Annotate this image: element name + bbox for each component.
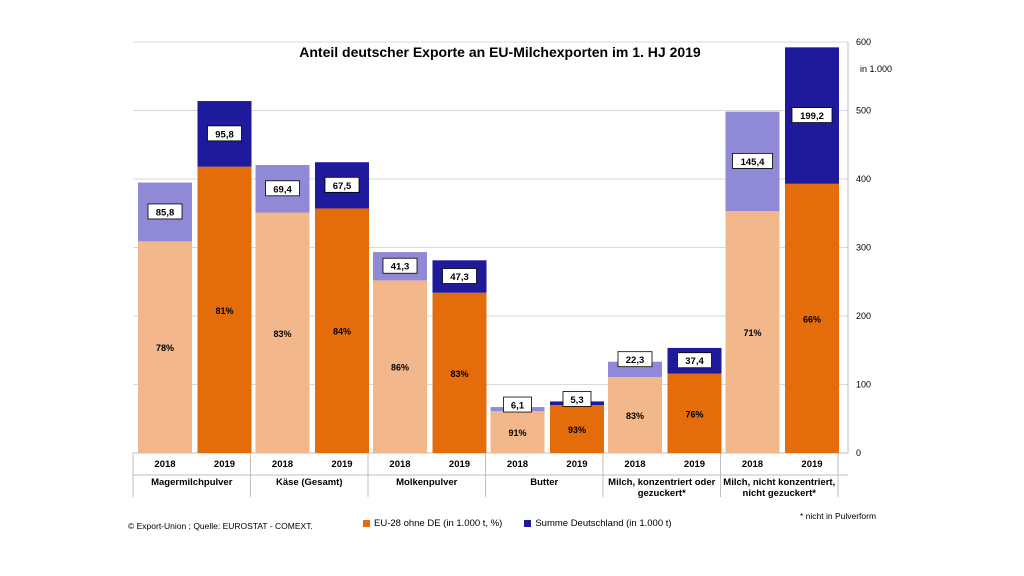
year-label: 2019	[684, 459, 705, 470]
percent-label: 78%	[156, 343, 174, 353]
percent-label: 91%	[508, 428, 526, 438]
value-label: 145,4	[741, 157, 765, 168]
value-label-box	[732, 152, 773, 169]
value-label: 85,8	[156, 207, 175, 218]
bar-eu-2019	[667, 373, 722, 453]
year-label: 2018	[507, 459, 528, 470]
y-tick-label: 200	[856, 311, 871, 321]
category-label: gezuckert*	[638, 488, 686, 499]
year-label: 2018	[624, 459, 645, 470]
legend-label-de: Summe Deutschland (in 1.000 t)	[535, 518, 672, 529]
value-label: 67,5	[333, 181, 352, 192]
percent-label: 66%	[803, 314, 821, 324]
value-label-box	[265, 180, 300, 197]
year-label: 2018	[389, 459, 410, 470]
value-label-box	[791, 107, 833, 123]
chart-title: Anteil deutscher Exporte an EU-Milchexpo…	[299, 44, 701, 60]
value-label: 22,3	[626, 355, 645, 366]
year-label: 2019	[566, 459, 587, 470]
year-label: 2018	[742, 459, 763, 470]
category-label: Milch, konzentriert oder	[608, 477, 715, 488]
y-tick-label: 100	[856, 380, 871, 390]
value-label: 69,4	[273, 184, 292, 195]
value-label-box	[503, 396, 532, 413]
percent-label: 93%	[568, 425, 586, 435]
year-label: 2019	[331, 459, 352, 470]
value-label-box	[324, 176, 360, 193]
value-label-box	[147, 203, 183, 220]
bar-eu-2018	[608, 376, 662, 453]
bar-eu-2018	[138, 241, 192, 453]
value-label-box	[562, 391, 592, 407]
legend: EU-28 ohne DE (in 1.000 t, %) Summe Deut…	[363, 518, 672, 529]
percent-label: 81%	[215, 306, 233, 316]
category-label: nicht gezuckert*	[743, 488, 817, 499]
source-note: © Export-Union ; Quelle: EUROSTAT - COME…	[128, 521, 313, 531]
value-label-box	[617, 351, 653, 368]
bar-eu-2018	[725, 211, 780, 453]
y-tick-label: 400	[856, 174, 871, 184]
bar-eu-2018	[373, 280, 427, 453]
bar-eu-2019	[785, 183, 839, 454]
year-label: 2018	[154, 459, 175, 470]
percent-label: 83%	[626, 411, 644, 421]
percent-label: 71%	[743, 328, 761, 338]
category-label: Molkenpulver	[396, 477, 458, 488]
value-label: 5,3	[570, 395, 583, 406]
value-label-box	[442, 268, 477, 284]
footnote: * nicht in Pulverform	[800, 511, 877, 521]
bar-eu-2018	[490, 411, 545, 453]
unit-note: in 1.000	[860, 64, 893, 74]
bar-eu-2019	[315, 208, 369, 453]
legend-swatch-de	[524, 520, 532, 527]
year-label: 2018	[272, 459, 293, 470]
value-label: 95,8	[215, 129, 234, 140]
value-label-box	[677, 352, 712, 369]
category-label: Magermilchpulver	[151, 477, 233, 488]
year-label: 2019	[801, 459, 822, 470]
legend-label-eu: EU-28 ohne DE (in 1.000 t, %)	[374, 518, 503, 529]
y-tick-label: 300	[856, 243, 871, 253]
percent-label: 86%	[391, 363, 409, 373]
value-label-box	[382, 257, 418, 274]
value-label: 6,1	[511, 401, 525, 412]
legend-swatch-eu	[363, 520, 370, 527]
bar-eu-2019	[550, 405, 604, 453]
year-label: 2019	[214, 459, 235, 470]
legend-item-eu: EU-28 ohne DE (in 1.000 t, %)	[363, 518, 502, 529]
percent-label: 83%	[273, 329, 291, 339]
y-tick-label: 0	[856, 448, 861, 458]
value-label-box	[207, 125, 242, 142]
value-label: 41,3	[391, 262, 410, 273]
legend-item-de: Summe Deutschland (in 1.000 t)	[524, 518, 672, 529]
value-label: 199,2	[800, 111, 824, 122]
category-label: Milch, nicht konzentriert,	[723, 477, 835, 488]
year-label: 2019	[449, 459, 470, 470]
category-label: Käse (Gesamt)	[276, 477, 343, 488]
bar-eu-2019	[197, 166, 252, 454]
y-tick-label: 600	[856, 37, 871, 47]
bar-eu-2018	[255, 212, 310, 453]
y-tick-label: 500	[856, 106, 871, 116]
category-label: Butter	[530, 477, 558, 488]
value-label: 37,4	[685, 356, 704, 367]
percent-label: 76%	[685, 409, 703, 419]
bar-eu-2019	[432, 292, 487, 453]
percent-label: 83%	[450, 369, 468, 379]
percent-label: 84%	[333, 327, 351, 337]
value-label: 47,3	[450, 272, 469, 283]
